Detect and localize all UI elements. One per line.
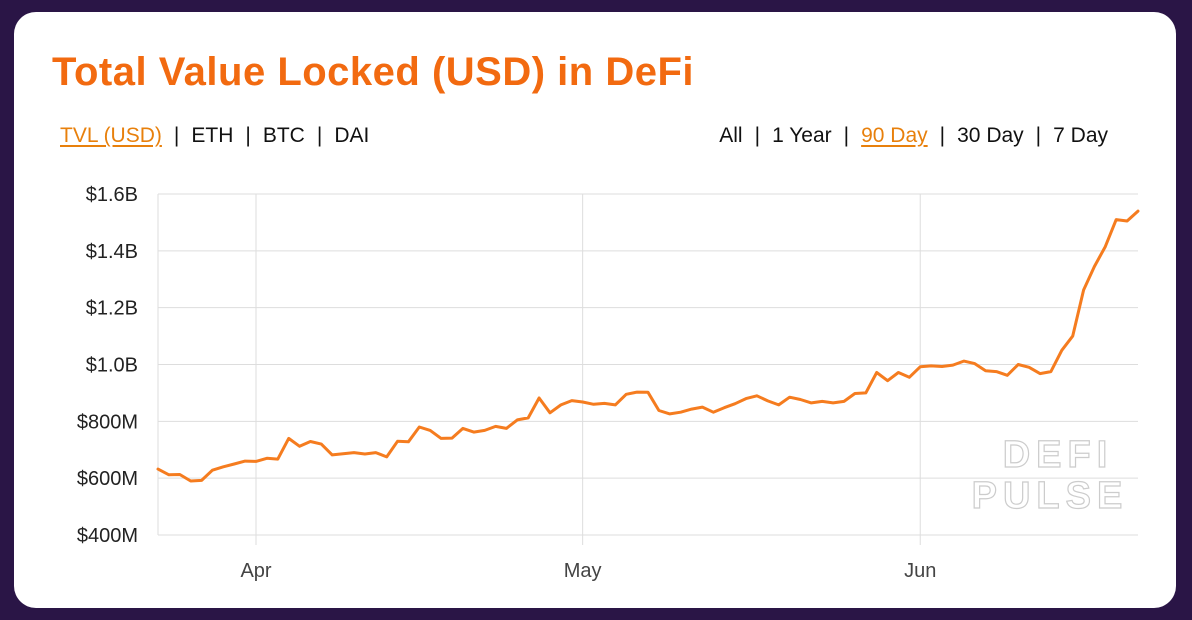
y-tick-label: $1.0B xyxy=(86,355,138,377)
x-tick-label: Jun xyxy=(904,560,936,582)
watermark-line-1: DEFI xyxy=(1003,434,1114,476)
tab-30-day[interactable]: 30 Day xyxy=(957,124,1024,147)
tab-separator: | xyxy=(316,124,323,147)
y-tick-label: $1.6B xyxy=(86,184,138,206)
defi-pulse-watermark: DEFI PULSE xyxy=(971,433,1129,517)
tab-separator: | xyxy=(245,124,251,147)
tab-all[interactable]: All xyxy=(719,124,743,147)
y-tick-label: $400M xyxy=(77,525,138,547)
watermark-line-2: PULSE xyxy=(972,475,1129,517)
tab-separator: | xyxy=(1035,124,1042,147)
chart-card: Total Value Locked (USD) in DeFi TVL (US… xyxy=(14,12,1176,608)
tab-tvl-usd[interactable]: TVL (USD) xyxy=(60,124,162,147)
range-tabs: All | 1 Year | 90 Day | 30 Day | 7 Day xyxy=(717,124,1110,148)
tab-1-year[interactable]: 1 Year xyxy=(772,124,832,147)
x-tick-label: May xyxy=(564,560,602,582)
tab-dai[interactable]: DAI xyxy=(334,124,370,147)
tab-7-day[interactable]: 7 Day xyxy=(1053,124,1108,147)
tab-90-day[interactable]: 90 Day xyxy=(861,124,928,147)
tab-separator: | xyxy=(173,124,180,147)
y-tick-label: $1.4B xyxy=(86,241,138,263)
tab-eth[interactable]: ETH xyxy=(191,124,234,147)
y-tick-label: $600M xyxy=(77,468,138,490)
tab-btc[interactable]: BTC xyxy=(262,124,305,147)
y-tick-label: $800M xyxy=(77,411,138,433)
series-layer xyxy=(156,209,1140,483)
y-tick-label: $1.2B xyxy=(86,298,138,320)
metric-tabs: TVL (USD) | ETH | BTC | DAI xyxy=(58,124,371,148)
grid-layer xyxy=(157,193,1138,545)
tab-separator: | xyxy=(843,124,850,147)
tvl-series-line xyxy=(156,209,1140,483)
tab-separator: | xyxy=(754,124,761,147)
tab-separator: | xyxy=(939,124,946,147)
axis-layer: $400M $600M $800M $1.0B $1.2B $1.4B $1.6B Apr Ma… xyxy=(77,184,937,582)
page-title: Total Value Locked (USD) in DeFi xyxy=(52,50,695,94)
x-tick-label: Apr xyxy=(240,560,271,582)
